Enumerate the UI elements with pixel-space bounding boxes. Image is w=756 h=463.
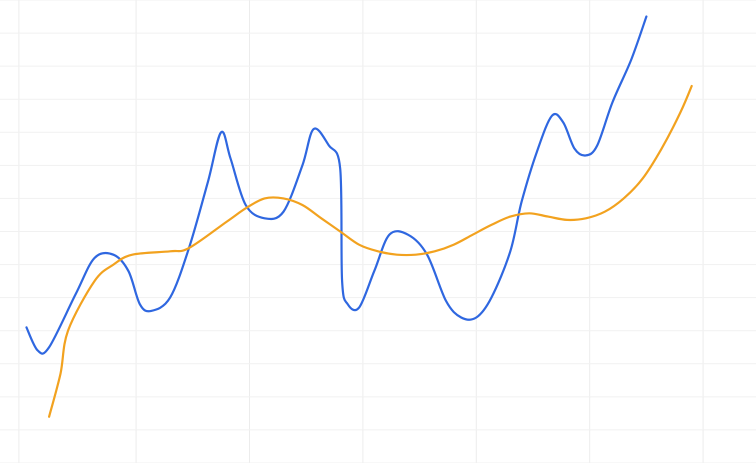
series-line-2 — [48, 84, 693, 418]
series-group — [25, 15, 693, 418]
series-line-1 — [25, 15, 648, 355]
